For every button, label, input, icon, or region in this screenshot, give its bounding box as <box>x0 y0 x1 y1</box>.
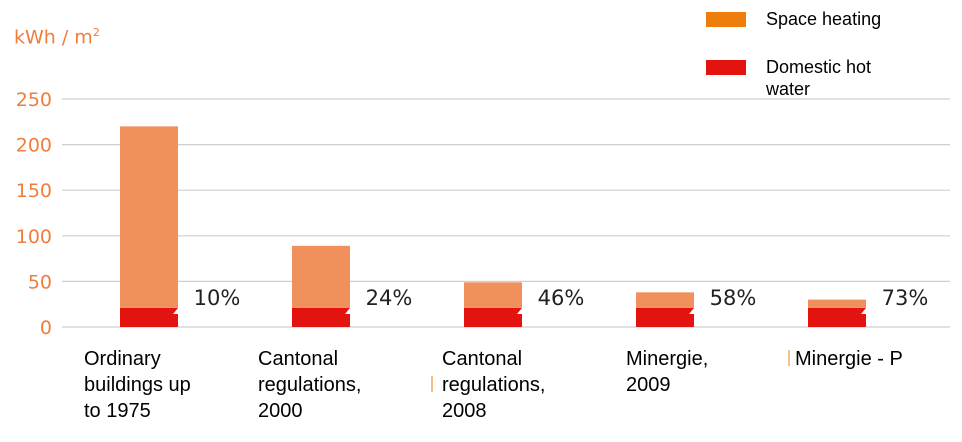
y-tick-label-0: 0 <box>40 317 52 339</box>
share-label-5: 73% <box>882 286 929 310</box>
bar-hot-water-1 <box>120 307 178 327</box>
share-callout-pointer-1 <box>173 302 193 314</box>
legend-label-space-heating: Space heating <box>766 9 882 29</box>
category-marker-5 <box>788 350 790 366</box>
legend-item-space-heating: Space heating <box>706 8 916 30</box>
bar-space-heating-3 <box>464 282 522 308</box>
share-callout-pointer-3 <box>517 302 537 314</box>
share-callout-pointer-2 <box>345 302 365 314</box>
bar-space-heating-5 <box>808 299 866 308</box>
category-label-5: Minergie - P <box>788 346 958 372</box>
share-callout-box-2 <box>353 282 425 314</box>
share-callout-box-4 <box>697 282 769 314</box>
category-label-3: Cantonal regulations, 2008 <box>442 348 546 422</box>
share-callout-box-1 <box>181 282 253 314</box>
legend-label-domestic-hot-water-line1: Domestic hot <box>766 57 872 77</box>
y-tick-label-200: 200 <box>16 135 52 157</box>
share-label-1: 10% <box>194 286 241 310</box>
legend-item-domestic-hot-water: Domestic hot water <box>706 56 916 100</box>
share-label-4: 58% <box>710 286 757 310</box>
bar-space-heating-1 <box>120 126 178 308</box>
share-callout-box-3 <box>525 282 597 314</box>
category-label-1: Ordinary buildings up to 1975 <box>84 348 191 422</box>
bar-space-heating-4 <box>636 292 694 308</box>
bar-hot-water-3 <box>464 307 522 327</box>
legend-swatch-space-heating <box>706 12 746 27</box>
share-callout-pointer-5 <box>861 302 881 314</box>
category-label-2: Cantonal regulations, 2000 <box>258 348 362 422</box>
share-label-3: 46% <box>538 286 585 310</box>
legend-swatch-domestic-hot-water <box>706 60 746 75</box>
bar-space-heating-2 <box>292 245 350 308</box>
share-callout-box-5 <box>869 282 941 314</box>
category-marker-3 <box>431 376 433 392</box>
bar-hot-water-2 <box>292 307 350 327</box>
y-tick-label-150: 150 <box>16 180 52 202</box>
bar-hot-water-5 <box>808 307 866 327</box>
bar-hot-water-4 <box>636 307 694 327</box>
category-label-4: Minergie, 2009 <box>626 348 709 396</box>
y-tick-label-250: 250 <box>16 89 52 111</box>
share-label-2: 24% <box>366 286 413 310</box>
legend-label-domestic-hot-water-line2: water <box>766 79 811 99</box>
y-tick-label-100: 100 <box>16 226 52 248</box>
share-callout-pointer-4 <box>689 302 709 314</box>
y-axis-unit-label: kWh / m2 <box>14 26 100 49</box>
y-tick-label-50: 50 <box>28 271 52 293</box>
